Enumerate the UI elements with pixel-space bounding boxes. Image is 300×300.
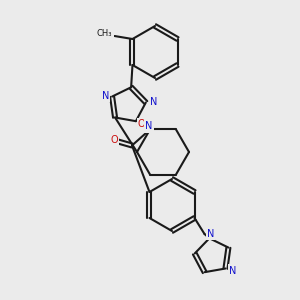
Text: O: O xyxy=(110,136,118,146)
Text: N: N xyxy=(150,98,157,107)
Text: CH₃: CH₃ xyxy=(97,29,112,38)
Text: N: N xyxy=(207,229,214,239)
Text: N: N xyxy=(145,122,153,131)
Text: N: N xyxy=(230,266,237,275)
Text: N: N xyxy=(102,91,109,100)
Text: O: O xyxy=(138,119,146,129)
